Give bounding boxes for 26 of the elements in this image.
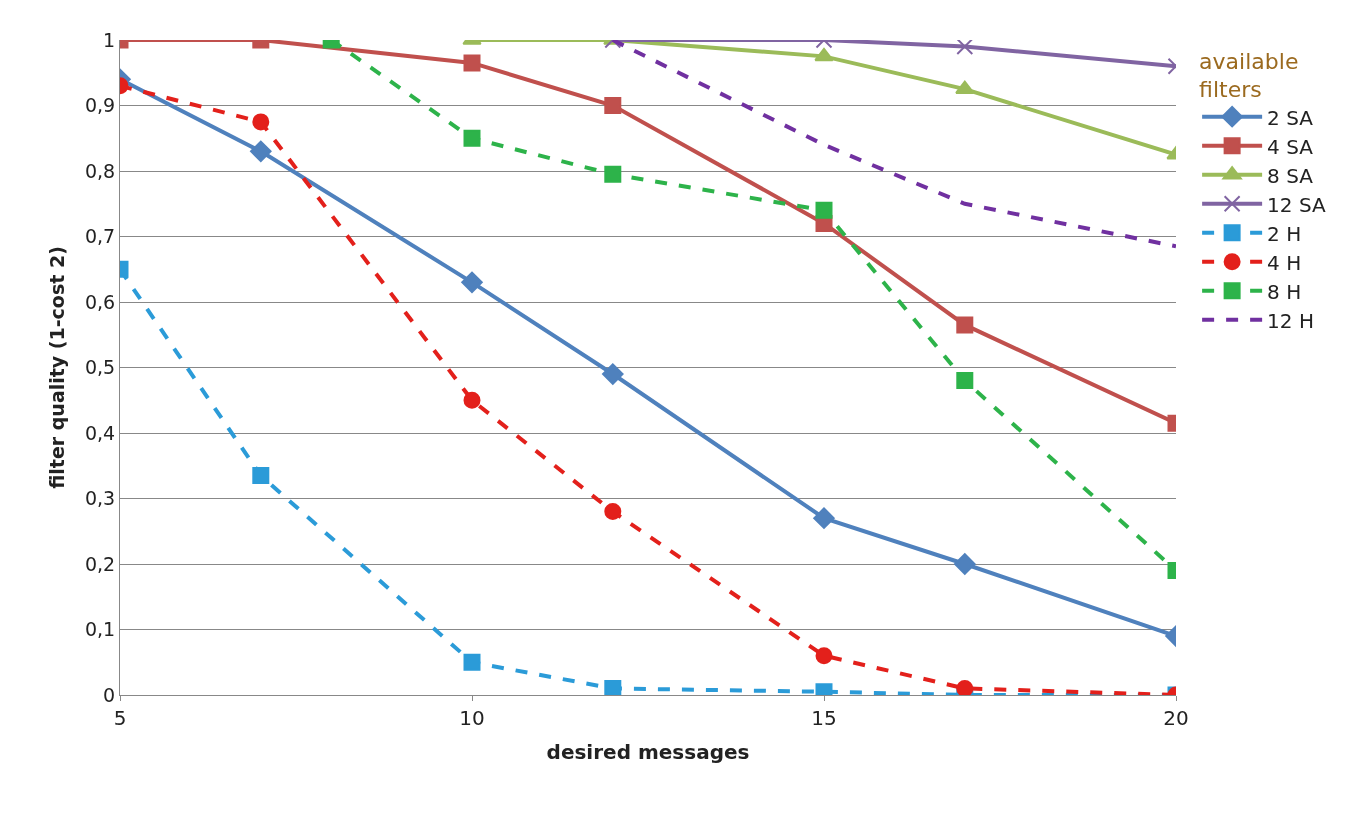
legend-label: 2 SA <box>1267 105 1314 130</box>
y-tick-label: 0,2 <box>84 552 116 575</box>
x-tick-label: 15 <box>811 706 837 730</box>
legend-label: 4 SA <box>1267 134 1314 159</box>
x-tick-label: 20 <box>1163 706 1189 730</box>
y-tick-label: 0,1 <box>84 618 116 641</box>
y-tick-label: 0,4 <box>84 421 116 444</box>
legend-label: 8 SA <box>1267 163 1314 188</box>
y-tick-label: 0,5 <box>84 356 116 379</box>
y-tick-label: 0,9 <box>84 94 116 117</box>
legend-title: available filters <box>1199 48 1299 103</box>
legend-label: 4 H <box>1267 250 1302 275</box>
y-tick-label: 0 <box>103 683 116 706</box>
y-tick-label: 0,7 <box>84 225 116 248</box>
y-tick-label: 0,3 <box>84 487 116 510</box>
y-tick-label: 1 <box>103 28 116 51</box>
y-axis-title: filter quality (1-cost 2) <box>45 246 68 489</box>
legend-label: 8 H <box>1267 279 1302 304</box>
x-axis-title: desired messages <box>546 739 750 764</box>
legend-label: 12 SA <box>1267 192 1326 217</box>
y-tick-label: 0,6 <box>84 290 116 313</box>
y-tick-label: 0,8 <box>84 159 116 182</box>
x-tick-label: 10 <box>459 706 485 730</box>
legend-label: 12 H <box>1267 308 1314 333</box>
x-tick-label: 5 <box>113 706 127 730</box>
legend-label: 2 H <box>1267 221 1302 246</box>
